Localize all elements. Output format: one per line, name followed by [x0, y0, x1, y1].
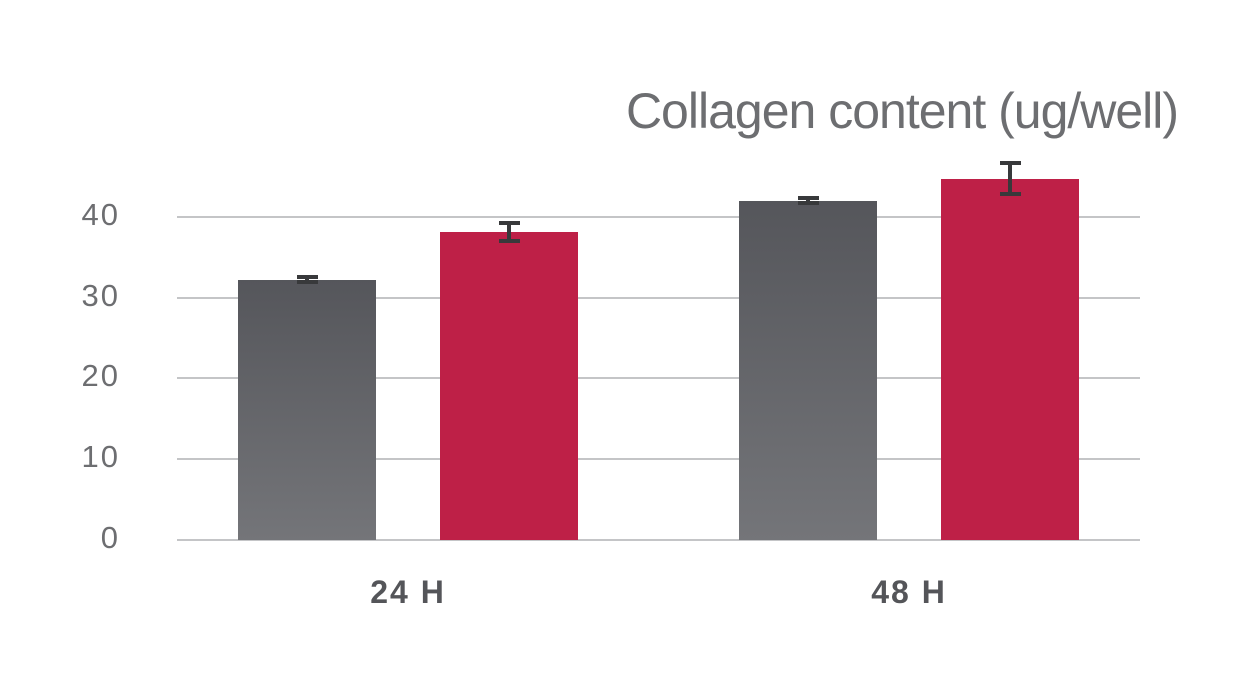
gridline-10: [177, 458, 1140, 461]
error-bar-line-crimson-48 H: [1008, 163, 1012, 195]
x-axis-label-48 H: 48 H: [871, 574, 947, 610]
gridline-40: [177, 215, 1140, 218]
gridline-30: [177, 296, 1140, 299]
y-tick-label-20: 20: [81, 358, 120, 394]
error-bar-cap-top-gray-24 H: [297, 275, 318, 280]
error-bar-cap-bottom-crimson-48 H: [1000, 192, 1021, 197]
gray-bar-48 H: [739, 200, 877, 540]
y-tick-label-30: 30: [81, 277, 120, 313]
y-tick-label-10: 10: [81, 439, 120, 475]
gray-bar-24 H: [238, 279, 376, 540]
error-bar-line-gray-48 H: [806, 198, 810, 204]
error-bar-cap-top-crimson-24 H: [499, 221, 520, 226]
chart-title: Collagen content (ug/well): [625, 83, 1179, 139]
error-bar-cap-bottom-crimson-24 H: [499, 239, 520, 244]
error-bar-line-gray-24 H: [305, 277, 309, 283]
error-bar-cap-top-gray-48 H: [798, 196, 819, 201]
y-tick-label-0: 0: [100, 520, 120, 555]
x-axis-label-24 H: 24 H: [370, 574, 446, 610]
crimson-bar-48 H: [941, 178, 1079, 540]
gridline-0: [177, 539, 1140, 541]
error-bar-cap-bottom-gray-24 H: [297, 280, 318, 285]
error-bar-line-crimson-24 H: [507, 223, 511, 242]
gridline-20: [177, 377, 1140, 380]
error-bar-cap-bottom-gray-48 H: [798, 201, 819, 206]
y-tick-label-40: 40: [81, 196, 120, 232]
error-bar-cap-top-crimson-48 H: [1000, 161, 1021, 166]
crimson-bar-24 H: [440, 232, 578, 540]
